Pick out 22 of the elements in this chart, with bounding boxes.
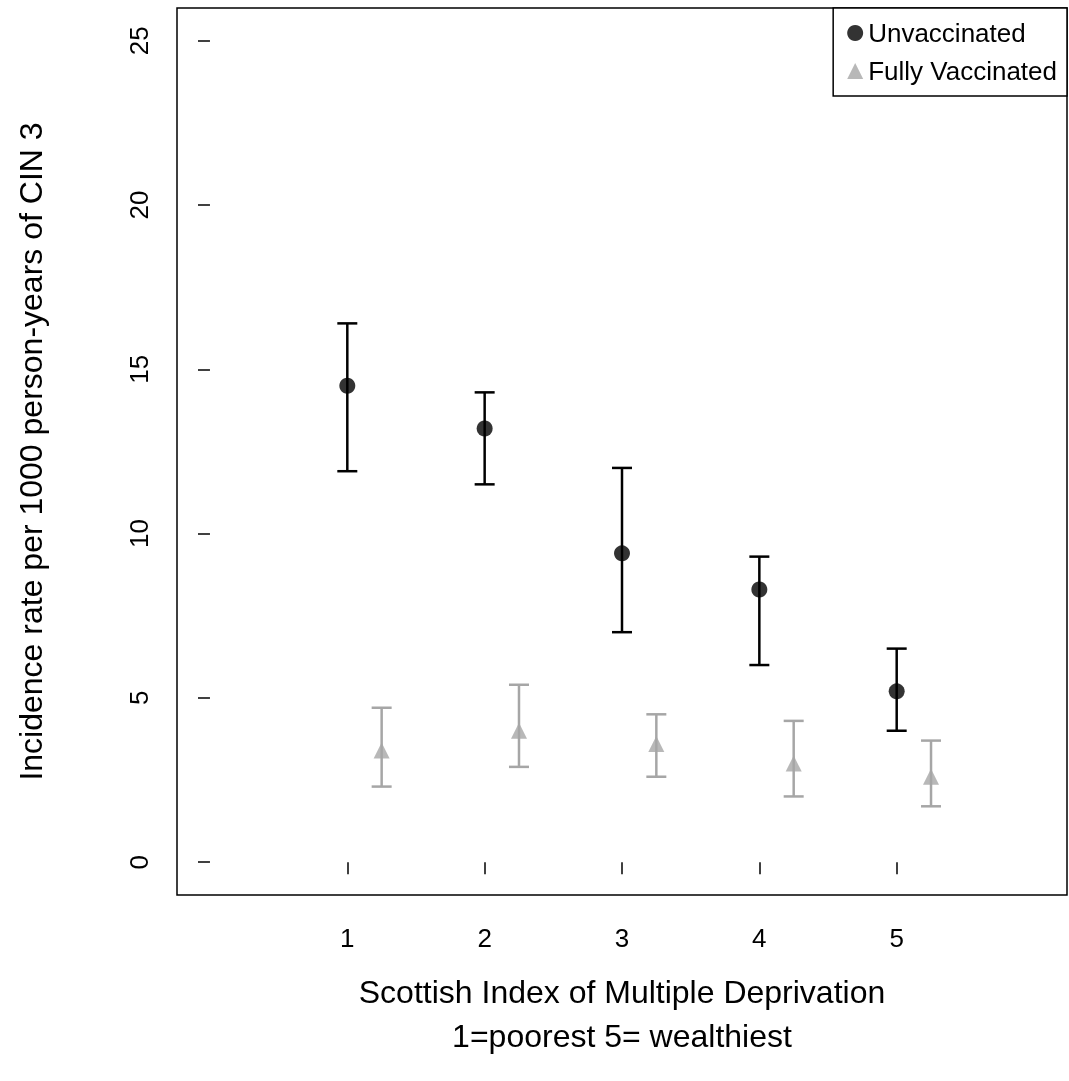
point [785,755,802,772]
y-tick-label: 10 [124,519,154,549]
point [888,683,905,700]
y-tick-label: 25 [124,26,154,56]
point [339,377,356,394]
y-tick-label: 20 [124,190,154,220]
x-tick-label: 5 [889,923,904,953]
point [751,581,768,598]
point [373,742,390,759]
y-axis-title: Incidence rate per 1000 person-years of CIN 3 [13,122,49,781]
y-tick-label: 5 [124,690,154,706]
x-tick-label: 3 [614,923,630,953]
x-tick-label: 4 [752,923,767,953]
point [614,545,630,562]
x-tick-label: 1 [340,923,355,953]
y-tick-label: 15 [124,354,154,384]
legend-label: Fully Vaccinated [868,56,1058,86]
y-tick-label: 0 [124,854,154,870]
legend-label: Unvaccinated [868,18,1026,48]
point [476,420,493,437]
x-axis-title: Scottish Index of Multiple Deprivation 1=poorest 5= wealthiest [358,974,886,1054]
x-tick-label: 2 [477,923,492,953]
